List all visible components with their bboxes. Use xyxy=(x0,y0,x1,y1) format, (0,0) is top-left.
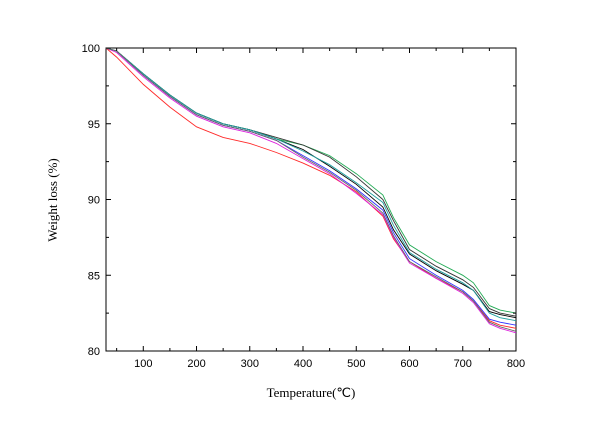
series-line-6 xyxy=(105,47,517,317)
x-tick-label: 800 xyxy=(507,358,525,370)
y-tick-label: 100 xyxy=(82,43,100,55)
series-line-3 xyxy=(105,47,517,326)
y-tick-label: 85 xyxy=(88,270,100,282)
x-tick-label: 400 xyxy=(294,358,312,370)
series-line-8 xyxy=(105,47,517,332)
x-tick-label: 300 xyxy=(241,358,259,370)
y-tick-label: 90 xyxy=(88,195,100,207)
y-axis-title: Weight loss (%) xyxy=(45,158,60,241)
y-axis-ticks: 80 85 90 95 100 xyxy=(82,43,516,358)
series-line-7 xyxy=(105,47,517,322)
x-axis-title: Temperature(℃) xyxy=(267,385,356,400)
series-line-4 xyxy=(105,47,517,334)
series-line-5 xyxy=(105,47,517,314)
y-tick-label: 80 xyxy=(88,346,100,358)
series-line-2 xyxy=(105,47,517,319)
series-line-1 xyxy=(105,47,517,329)
x-tick-label: 200 xyxy=(187,358,205,370)
x-tick-label: 100 xyxy=(134,358,152,370)
x-tick-label: 500 xyxy=(347,358,365,370)
x-axis-ticks: 100 200 300 400 500 600 700 800 xyxy=(116,48,525,370)
x-tick-label: 600 xyxy=(400,358,418,370)
y-tick-label: 95 xyxy=(88,119,100,131)
x-tick-label: 700 xyxy=(454,358,472,370)
series-layer xyxy=(105,47,517,334)
